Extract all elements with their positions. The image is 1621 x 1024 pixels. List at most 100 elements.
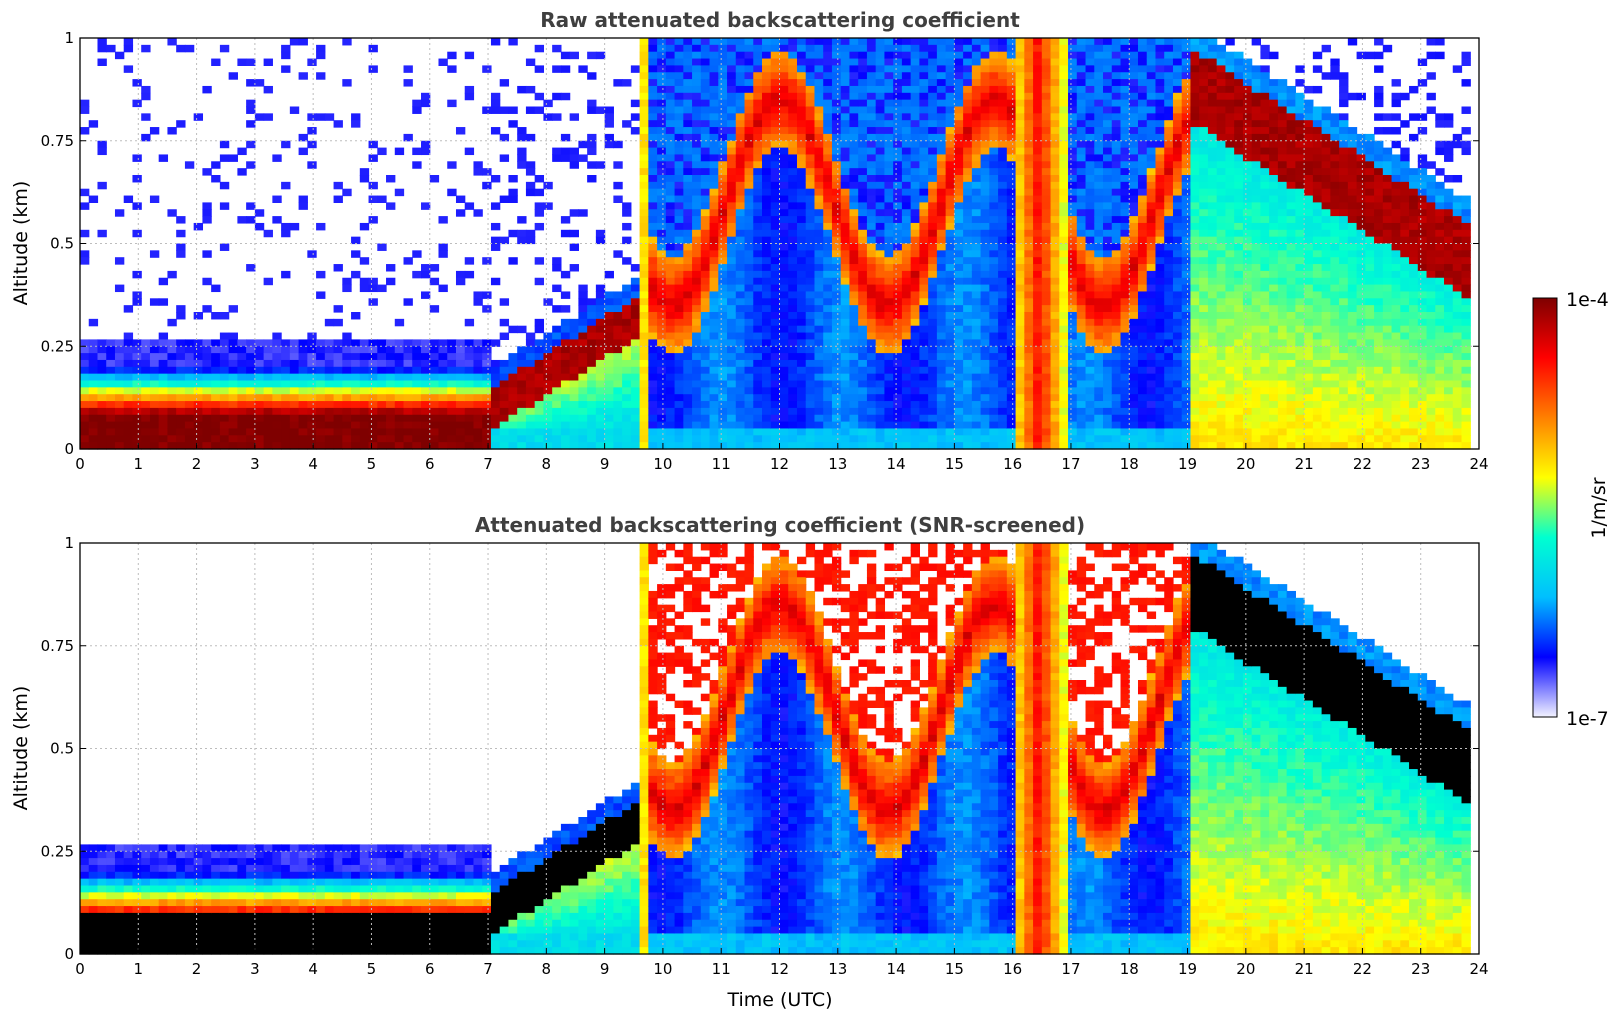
heatmap-cell <box>1146 168 1157 176</box>
heatmap-cell <box>928 325 938 334</box>
heatmap-cell <box>840 168 851 176</box>
heatmap-cell <box>779 339 789 347</box>
heatmap-cell <box>718 394 728 402</box>
heatmap-cell <box>840 366 851 375</box>
heatmap-cell <box>840 318 851 327</box>
heatmap-cell <box>132 394 142 402</box>
heatmap-cell <box>980 154 990 162</box>
heatmap-cell <box>814 270 824 279</box>
heatmap-cell <box>910 407 920 416</box>
heatmap-cell <box>954 168 964 176</box>
heatmap-cell <box>1137 401 1148 409</box>
heatmap-cell <box>648 387 658 395</box>
heatmap-cell <box>246 428 256 436</box>
heatmap-cell <box>788 44 798 53</box>
heatmap-cell <box>1094 373 1104 382</box>
heatmap-cell <box>928 161 938 169</box>
heatmap-cell <box>490 428 501 436</box>
heatmap-cell <box>1085 298 1095 306</box>
heatmap-cell <box>814 346 824 354</box>
heatmap-cell <box>718 120 728 128</box>
heatmap-cell <box>1059 312 1069 320</box>
heatmap-cell <box>1015 38 1025 46</box>
heatmap-cell <box>788 147 798 156</box>
heatmap-cell <box>167 442 177 450</box>
heatmap-cell <box>1068 175 1078 183</box>
heatmap-cell <box>1137 346 1148 354</box>
heatmap-cell <box>622 380 632 388</box>
heatmap-cell <box>132 339 142 347</box>
heatmap-cell <box>578 407 588 416</box>
heatmap-cell <box>1120 250 1130 258</box>
heatmap-cell <box>700 133 711 142</box>
heatmap-cell <box>753 428 763 436</box>
heatmap-cell <box>919 209 929 217</box>
heatmap-cell <box>1094 51 1104 60</box>
heatmap-cell <box>770 92 781 101</box>
heatmap-cell <box>149 435 160 443</box>
heatmap-cell <box>176 442 186 450</box>
heatmap-cell <box>1137 359 1148 368</box>
heatmap-cell <box>1146 85 1157 94</box>
heatmap-cell <box>884 284 894 293</box>
heatmap-cell <box>106 442 116 450</box>
heatmap-cell <box>963 216 973 224</box>
heatmap-cell <box>1006 202 1017 210</box>
heatmap-cell <box>893 250 903 258</box>
heatmap-cell <box>211 407 221 416</box>
heatmap-cell <box>796 202 807 210</box>
heatmap-cell <box>805 291 816 299</box>
heatmap-cell <box>683 270 693 279</box>
heatmap-cell <box>228 435 238 443</box>
heatmap-cell <box>665 359 676 368</box>
heatmap-cell <box>1120 366 1130 375</box>
heatmap-cell <box>114 428 125 436</box>
heatmap-cell <box>779 51 789 60</box>
heatmap-cell <box>657 154 667 162</box>
heatmap-cell <box>901 428 912 436</box>
heatmap-cell <box>149 442 160 450</box>
heatmap-cell <box>683 154 693 162</box>
heatmap-cell <box>657 58 667 66</box>
heatmap-cell <box>351 421 361 430</box>
heatmap-cell <box>744 284 754 293</box>
heatmap-cell <box>849 113 859 121</box>
heatmap-cell <box>1033 229 1043 238</box>
heatmap-cell <box>770 72 781 80</box>
heatmap-cell <box>1137 181 1148 190</box>
heatmap-cell <box>1024 236 1034 245</box>
heatmap-cell <box>744 72 754 80</box>
heatmap-cell <box>744 65 754 73</box>
heatmap-cell <box>394 346 405 354</box>
heatmap-cell <box>1137 366 1148 375</box>
heatmap-cell <box>342 407 352 416</box>
heatmap-cell <box>875 181 886 190</box>
heatmap-cell <box>1059 332 1069 340</box>
heatmap-cell <box>866 236 877 245</box>
heatmap-cell <box>779 44 789 53</box>
heatmap-cell <box>823 113 833 121</box>
heatmap-cell <box>884 394 894 402</box>
heatmap-cell <box>709 85 719 94</box>
heatmap-cell <box>1050 168 1060 176</box>
heatmap-cell <box>639 373 649 382</box>
heatmap-cell <box>219 366 230 375</box>
heatmap-cell <box>665 222 676 231</box>
heatmap-cell <box>788 339 798 347</box>
heatmap-cell <box>980 38 990 46</box>
heatmap-cell <box>1068 394 1078 402</box>
heatmap-cell <box>954 257 964 265</box>
heatmap-cell <box>1111 380 1122 388</box>
heatmap-cell <box>499 106 510 114</box>
heatmap-cell <box>700 277 711 286</box>
heatmap-cell <box>849 58 859 66</box>
heatmap-cell <box>718 154 728 162</box>
heatmap-cell <box>1085 229 1095 238</box>
heatmap-cell <box>674 133 684 142</box>
heatmap-cell <box>840 133 851 142</box>
heatmap-cell <box>744 106 754 114</box>
heatmap-cell <box>473 414 483 423</box>
heatmap-cell <box>1068 216 1078 224</box>
heatmap-cell <box>377 394 387 402</box>
heatmap-cell <box>517 366 527 375</box>
